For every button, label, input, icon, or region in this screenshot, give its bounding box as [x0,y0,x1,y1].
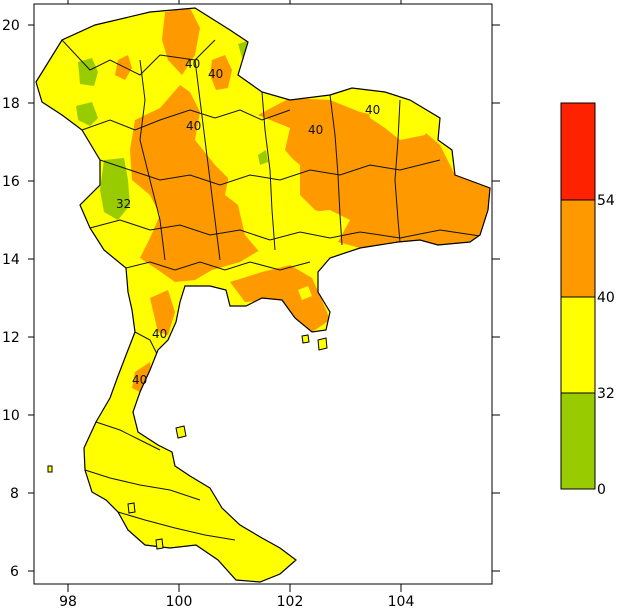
contour-label: 40 [132,373,147,387]
y-tick-label: 20 [2,18,20,34]
y-tick-label: 18 [2,96,20,112]
green-zone-northwest [78,58,98,86]
legend-band-yellow [560,296,596,394]
color-legend: 54 40 32 0 [560,102,615,498]
y-axis [28,24,500,572]
x-tick-labels: 98 100 102 104 [59,594,414,610]
yellow-island-central-west [245,150,330,258]
island [317,337,328,351]
province-line [261,91,276,251]
island [301,334,310,344]
province-line [95,421,161,451]
y-tick-labels: 20 18 16 14 12 10 8 6 [2,18,20,580]
y-tick-label: 16 [2,174,20,190]
contour-label: 32 [116,197,131,211]
province-line [394,99,401,243]
x-tick-label: 102 [277,594,304,610]
yellow-island-central [195,128,245,180]
x-axis [67,0,402,592]
yellow-island-east [298,286,312,300]
green-zone-spot [258,150,268,165]
y-tick-label: 10 [2,408,20,424]
contour-label: 40 [308,123,323,137]
contour-bands [76,8,490,392]
y-tick-label: 6 [10,564,19,580]
legend-band-orange [560,199,596,298]
island [155,538,164,550]
legend-label-40: 40 [597,290,615,306]
green-zone-west [76,102,98,126]
y-tick-label: 14 [2,252,20,268]
province-line [125,261,311,271]
province-line [81,109,291,131]
orange-zone-east-coast [230,265,330,332]
orange-zone-north-ridge [162,8,200,75]
contour-label: 40 [185,57,200,71]
y-tick-label: 8 [10,486,19,502]
y-tick-label: 12 [2,330,20,346]
legend-label-0: 0 [597,482,606,498]
x-tick-label: 100 [166,594,193,610]
contour-label: 40 [208,67,223,81]
province-line [117,511,236,541]
contour-labels: 40 40 40 40 40 32 40 40 [116,57,380,387]
orange-zone-north-east-spot [210,55,232,90]
green-zone-border [100,158,130,220]
contour-label: 40 [365,103,380,117]
x-tick-label: 98 [59,594,77,610]
contour-label: 40 [186,119,201,133]
province-line [329,94,343,246]
island [175,425,187,439]
islands [47,334,328,550]
island [47,465,53,473]
contour-label: 40 [152,327,167,341]
orange-zone-south-strip [150,290,175,335]
orange-zone-central [130,85,260,282]
province-line [139,59,166,261]
orange-zone-north-spot [115,55,132,80]
orange-zone-isthmus [132,362,152,392]
province-line [84,469,201,501]
legend-band-red [560,102,596,201]
legend-label-54: 54 [597,193,615,209]
legend-label-32: 32 [597,386,615,402]
province-line [99,159,441,186]
legend-band-green [560,392,596,490]
x-tick-label: 104 [388,594,415,610]
island [127,502,136,514]
yellow-island-northeast [365,92,432,140]
province-line [194,59,221,261]
